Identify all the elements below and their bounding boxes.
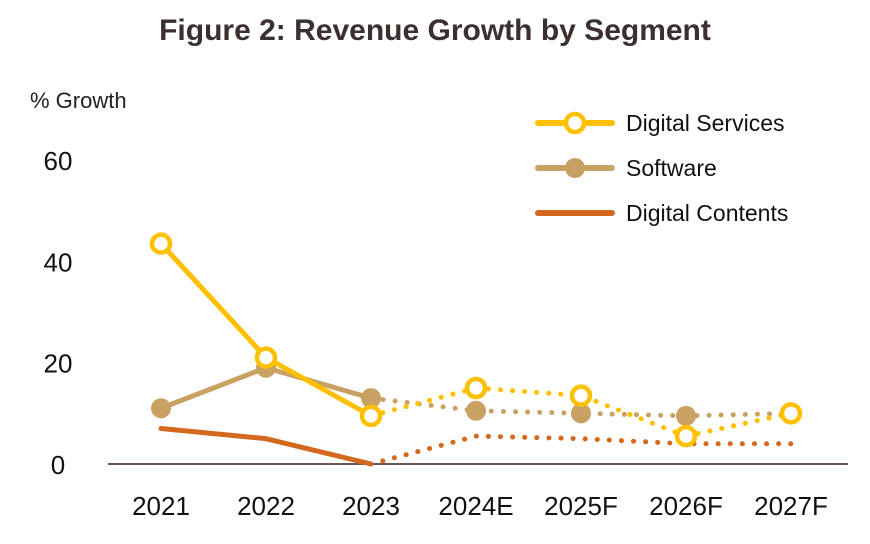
- y-tick-label: 40: [44, 247, 73, 277]
- y-tick-labels: 0 20 40 60: [44, 146, 73, 480]
- x-tick-label: 2027F: [754, 491, 828, 521]
- legend: Digital Services Software Digital Contents: [535, 110, 788, 226]
- x-tick-label: 2025F: [544, 491, 618, 521]
- data-point: [254, 346, 278, 369]
- legend-label: Digital Contents: [626, 200, 788, 226]
- data-point: [571, 403, 591, 424]
- x-tick-label: 2024E: [438, 491, 513, 521]
- y-tick-label: 0: [51, 450, 65, 480]
- y-axis-label: % Growth: [30, 88, 127, 113]
- legend-item: Digital Contents: [535, 200, 788, 226]
- series-actual-line: [158, 426, 374, 467]
- legend-item: Software: [535, 155, 717, 181]
- series-forecast-line: [368, 433, 794, 467]
- x-tick-label: 2022: [237, 491, 295, 521]
- data-point: [779, 402, 803, 425]
- x-tick-label: 2026F: [649, 491, 723, 521]
- series-forecast-line: [368, 385, 794, 439]
- data-point: [676, 405, 696, 426]
- data-point: [149, 232, 173, 255]
- series-forecast-line: [368, 395, 794, 419]
- y-tick-label: 60: [44, 146, 73, 176]
- data-point: [569, 384, 593, 407]
- legend-label: Software: [626, 155, 717, 181]
- data-point: [464, 376, 488, 400]
- x-tick-labels: 2021 2022 2023 2024E 2025F 2026F 2027F: [132, 491, 828, 521]
- data-point: [361, 388, 381, 409]
- legend-item: Digital Services: [535, 110, 785, 136]
- series-digital-contents: [158, 426, 794, 467]
- data-point: [674, 424, 698, 448]
- legend-marker: [565, 158, 585, 178]
- legend-marker: [563, 111, 587, 135]
- series-digital-services: [149, 232, 803, 448]
- data-point: [151, 398, 171, 419]
- data-point: [359, 404, 383, 428]
- y-tick-label: 20: [44, 349, 73, 379]
- chart-title: Figure 2: Revenue Growth by Segment: [159, 14, 711, 47]
- legend-label: Digital Services: [626, 110, 785, 136]
- series-layer: [149, 232, 803, 467]
- data-point: [466, 400, 486, 421]
- x-tick-label: 2023: [342, 491, 400, 521]
- x-tick-label: 2021: [132, 491, 190, 521]
